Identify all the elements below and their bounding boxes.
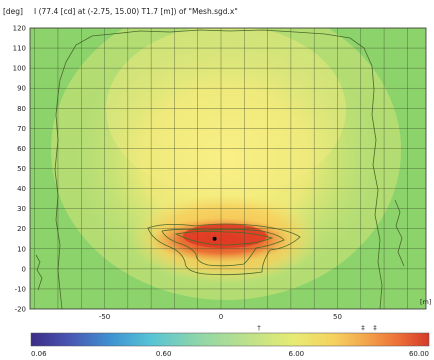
colorbar-tick-label: 0.60 bbox=[156, 350, 172, 358]
y-tick-label: 30 bbox=[17, 205, 26, 213]
y-unit-label: [deg] bbox=[3, 7, 23, 16]
heatmap-field bbox=[30, 28, 426, 309]
colorbar: 0.06 0.60 6.00 60.00 † ‡ ‡ bbox=[30, 324, 430, 358]
x-tick-label: -50 bbox=[99, 313, 110, 321]
y-tick-label: 20 bbox=[17, 225, 26, 233]
plot-frame bbox=[29, 27, 427, 310]
colorbar-marker-1: † bbox=[257, 324, 261, 332]
contour-lines bbox=[35, 29, 405, 309]
y-tick-label: 100 bbox=[13, 65, 26, 73]
colorbar-tick-label: 60.00 bbox=[409, 350, 429, 358]
colorbar-tick-label: 0.06 bbox=[31, 350, 47, 358]
contour-ring-1 bbox=[147, 223, 301, 276]
y-tick-label: -10 bbox=[15, 285, 26, 293]
x-tick-label: 0 bbox=[219, 313, 223, 321]
peak-marker bbox=[212, 236, 217, 241]
y-axis: -20 -10 0 10 20 30 40 50 60 70 80 90 100 110 120 bbox=[13, 25, 26, 314]
y-tick-label: 120 bbox=[13, 25, 26, 33]
y-tick-label: -20 bbox=[15, 306, 26, 314]
colorbar-gradient bbox=[30, 332, 430, 347]
colorbar-tick-label: 6.00 bbox=[289, 350, 305, 358]
y-tick-label: 70 bbox=[17, 125, 26, 133]
y-tick-label: 60 bbox=[17, 145, 26, 153]
x-axis: -50 0 50 bbox=[99, 313, 342, 321]
left-contour-detail bbox=[35, 254, 43, 291]
grid-lines bbox=[30, 28, 426, 309]
colorbar-ticks: 0.06 0.60 6.00 60.00 bbox=[31, 350, 429, 358]
contour-ring-2 bbox=[161, 228, 285, 267]
figure-caption: I (77.4 [cd] at (-2.75, 15.00) T1.7 [m])… bbox=[34, 7, 238, 16]
y-tick-label: 10 bbox=[17, 245, 26, 253]
colorbar-marker-2: ‡ bbox=[361, 324, 365, 332]
x-tick-label: 50 bbox=[333, 313, 342, 321]
y-tick-label: 50 bbox=[17, 165, 26, 173]
y-tick-label: 0 bbox=[22, 265, 26, 273]
y-tick-label: 40 bbox=[17, 185, 26, 193]
y-tick-label: 80 bbox=[17, 105, 26, 113]
x-unit-label: [m] bbox=[420, 298, 431, 306]
right-contour-detail bbox=[394, 199, 405, 267]
y-tick-label: 90 bbox=[17, 85, 26, 93]
y-tick-label: 110 bbox=[13, 45, 26, 53]
outer-contour bbox=[54, 29, 383, 309]
colorbar-marker-3: ‡ bbox=[373, 324, 377, 332]
